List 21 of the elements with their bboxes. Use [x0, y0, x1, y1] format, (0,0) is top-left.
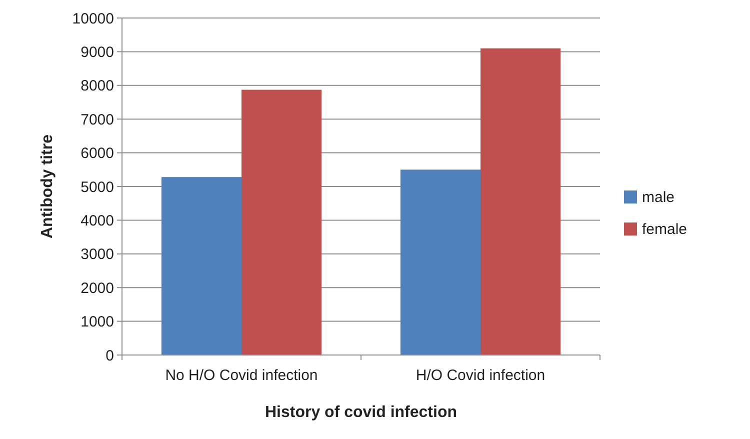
y-axis-title: Antibody titre — [39, 134, 56, 238]
x-tick-label: No H/O Covid infection — [165, 367, 318, 384]
bar — [242, 90, 322, 355]
legend-label: female — [642, 220, 688, 238]
y-tick-label: 9000 — [80, 44, 114, 61]
legend-label: male — [642, 188, 675, 206]
y-tick-label: 0 — [106, 347, 114, 364]
y-tick-label: 2000 — [80, 280, 114, 297]
x-tick-label: H/O Covid infection — [416, 367, 546, 384]
bar — [480, 48, 561, 355]
y-tick-label: 6000 — [80, 145, 114, 162]
y-tick-label: 5000 — [80, 178, 114, 196]
bar — [400, 170, 480, 355]
y-tick-label: 8000 — [80, 78, 114, 95]
y-tick-label: 3000 — [80, 246, 114, 264]
bar — [161, 177, 242, 355]
y-tick-label: 1000 — [80, 314, 114, 331]
y-tick-label: 7000 — [80, 111, 114, 128]
y-tick-label: 10000 — [72, 10, 114, 28]
x-axis-title: History of covid infection — [264, 404, 458, 421]
y-tick-label: 4000 — [80, 212, 114, 230]
